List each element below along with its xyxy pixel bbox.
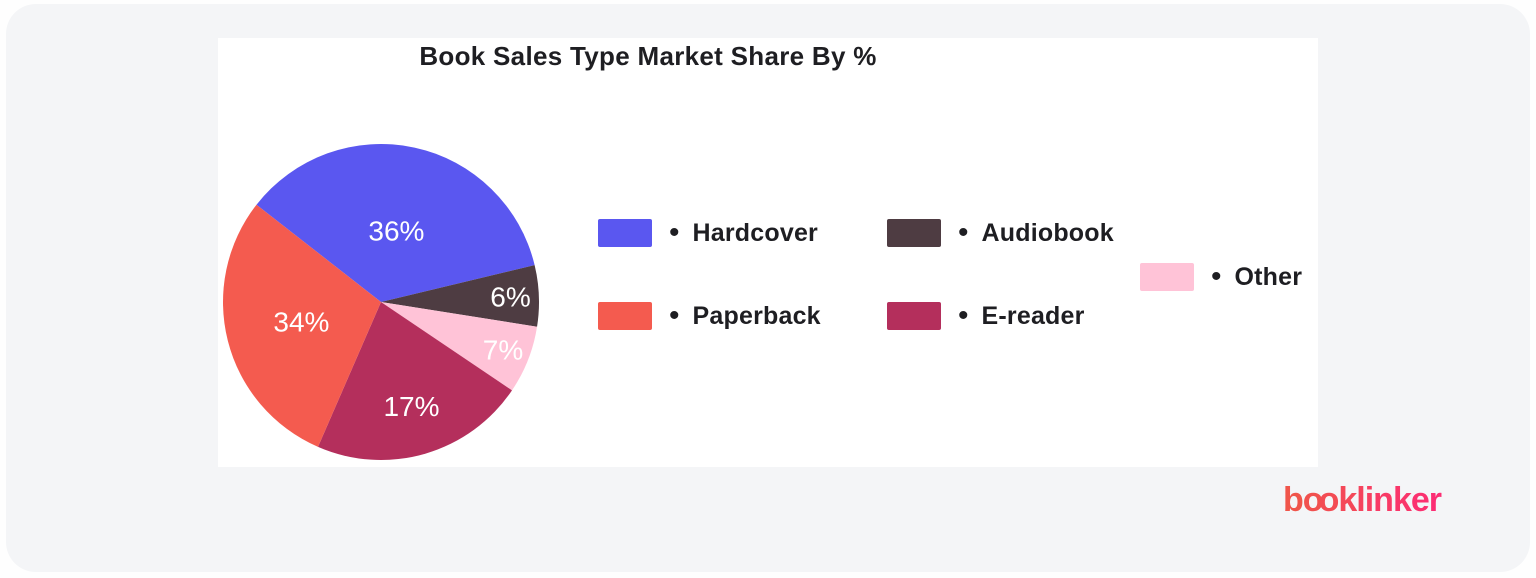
legend-label-audiobook: Audiobook — [981, 218, 1114, 247]
legend-bullet-icon: • — [669, 299, 680, 332]
pie-value-label-audiobook: 6% — [490, 281, 530, 312]
legend-label-paperback: Paperback — [692, 301, 821, 330]
pie-value-label-hardcover: 36% — [368, 216, 424, 247]
legend-item-e-reader: • E-reader — [887, 299, 1085, 332]
legend-swatch-paperback — [598, 302, 652, 330]
legend-swatch-other — [1140, 263, 1194, 291]
legend-item-other: • Other — [1140, 260, 1303, 293]
booklinker-logo: booklinker — [1283, 481, 1442, 519]
legend-bullet-icon: • — [1211, 260, 1222, 293]
legend-label-other: Other — [1234, 262, 1303, 291]
pie-chart: 36% 6% 7% 17% 34% — [222, 144, 539, 461]
legend-bullet-icon: • — [669, 216, 680, 249]
legend-bullet-icon: • — [958, 299, 969, 332]
legend-swatch-hardcover — [598, 219, 652, 247]
pie-value-label-e-reader: 17% — [383, 391, 439, 422]
pie-value-label-other: 7% — [483, 335, 523, 366]
legend-item-audiobook: • Audiobook — [887, 216, 1114, 249]
legend-label-hardcover: Hardcover — [692, 218, 818, 247]
pie-slice-e-reader — [318, 302, 512, 461]
legend-label-e-reader: E-reader — [981, 301, 1085, 330]
chart-title: Book Sales Type Market Share By % — [419, 41, 877, 71]
pie-slice-paperback — [222, 204, 381, 447]
pie-slice-other — [381, 302, 538, 391]
legend-swatch-e-reader — [887, 302, 941, 330]
legend-swatch-audiobook — [887, 219, 941, 247]
pie-slice-hardcover — [256, 144, 535, 302]
pie-value-label-paperback: 34% — [273, 307, 329, 338]
pie-slice-audiobook — [381, 265, 539, 327]
legend-item-paperback: • Paperback — [598, 299, 821, 332]
legend-bullet-icon: • — [958, 216, 969, 249]
legend-item-hardcover: • Hardcover — [598, 216, 818, 249]
